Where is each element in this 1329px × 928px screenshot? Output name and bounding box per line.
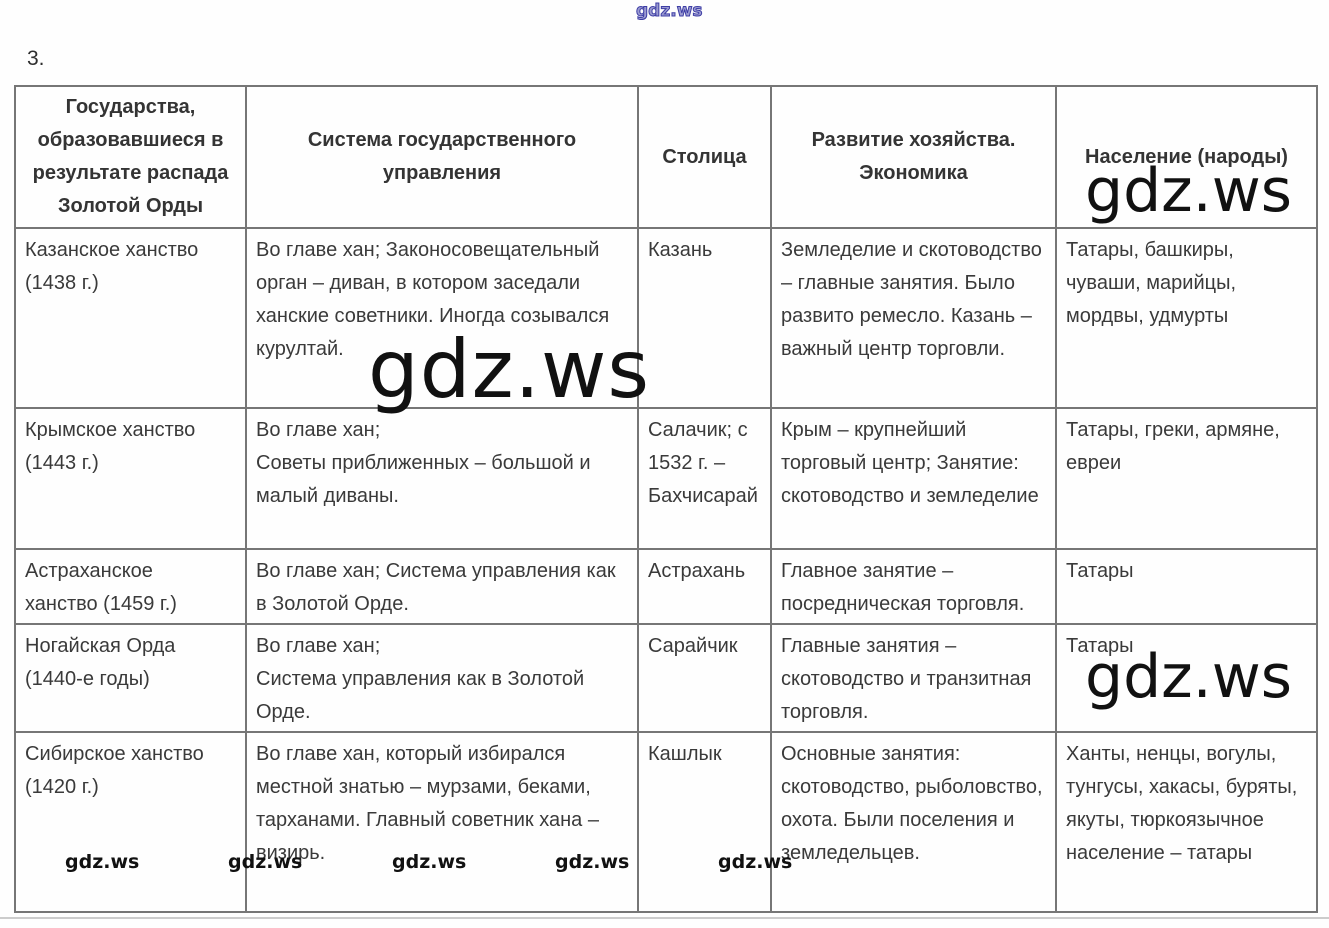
economy-cell: Главные занятия – скотоводство и транзит…	[770, 623, 1057, 733]
state-cell: Ногайская Орда (1440-е годы)	[14, 623, 247, 733]
capital-cell: Кашлык	[637, 731, 772, 913]
system-cell: Во главе хан; Система управления как в З…	[245, 623, 639, 733]
system-cell: Во главе хан; Советы приближенных – боль…	[245, 407, 639, 550]
state-cell: Крымское ханство (1443 г.)	[14, 407, 247, 550]
capital-cell: Астрахань	[637, 548, 772, 625]
column-header-capital: Столица	[637, 85, 772, 229]
economy-cell: Основные занятия: скотоводство, рыболовс…	[770, 731, 1057, 913]
table-row-crimea: Крымское ханство (1443 г.) Во главе хан;…	[14, 407, 1318, 550]
population-cell: Татары, башкиры, чуваши, марийцы, мордвы…	[1055, 227, 1318, 409]
column-header-system: Система государственного управления	[245, 85, 639, 229]
population-cell: Ханты, ненцы, вогулы, тунгусы, хакасы, б…	[1055, 731, 1318, 913]
population-cell: Татары	[1055, 548, 1318, 625]
table-row-astrakhan: Астраханское ханство (1459 г.) Во главе …	[14, 548, 1318, 625]
table-row-siberia: Сибирское ханство (1420 г.) Во главе хан…	[14, 731, 1318, 913]
capital-cell: Сарайчик	[637, 623, 772, 733]
economy-cell: Главное занятие – посредническая торговл…	[770, 548, 1057, 625]
economy-cell: Земледелие и скотоводство – главные заня…	[770, 227, 1057, 409]
population-cell: Татары, греки, армяне, евреи	[1055, 407, 1318, 550]
column-header-economy: Развитие хозяйства. Экономика	[770, 85, 1057, 229]
capital-cell: Салачик; с 1532 г. – Бахчисарай	[637, 407, 772, 550]
system-cell: Во главе хан; Законосовещательный орган …	[245, 227, 639, 409]
system-cell: Во главе хан; Система управления как в З…	[245, 548, 639, 625]
khanates-table: Государства, образовавшиеся в результате…	[14, 85, 1318, 913]
table-header-row: Государства, образовавшиеся в результате…	[14, 85, 1318, 229]
watermark-gdzws-top: gdz.ws	[636, 1, 704, 21]
economy-cell: Крым – крупнейший торговый центр; Заняти…	[770, 407, 1057, 550]
column-header-states: Государства, образовавшиеся в результате…	[14, 85, 247, 229]
population-cell: Татары	[1055, 623, 1318, 733]
table-row-kazan: Казанское ханство (1438 г.) Во главе хан…	[14, 227, 1318, 409]
state-cell: Сибирское ханство (1420 г.)	[14, 731, 247, 913]
item-number: 3.	[27, 47, 45, 70]
table-row-nogai: Ногайская Орда (1440-е годы) Во главе ха…	[14, 623, 1318, 733]
state-cell: Казанское ханство (1438 г.)	[14, 227, 247, 409]
capital-cell: Казань	[637, 227, 772, 409]
page-divider-line	[0, 917, 1329, 919]
system-cell: Во главе хан, который избирался местной …	[245, 731, 639, 913]
state-cell: Астраханское ханство (1459 г.)	[14, 548, 247, 625]
column-header-population: Население (народы)	[1055, 85, 1318, 229]
